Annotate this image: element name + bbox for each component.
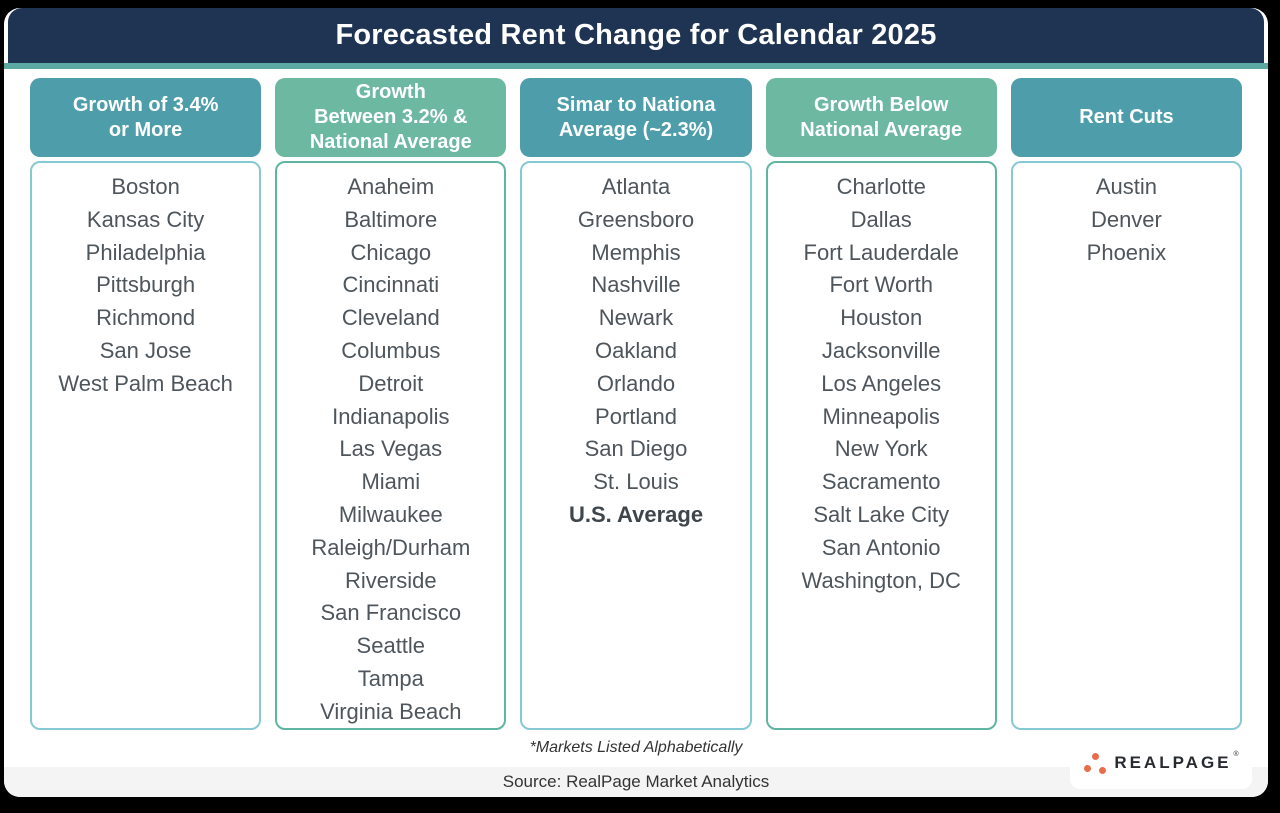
city-item: Cleveland (341, 305, 440, 331)
city-item: Detroit (358, 370, 424, 396)
column-header-label: Growth Between 3.2% & National Average (309, 81, 472, 153)
city-item: Portland (595, 403, 677, 429)
realpage-logo: REALPAGE ® (1070, 737, 1252, 789)
city-item: Virginia Beach (320, 698, 462, 724)
city-item: Jacksonville (821, 337, 941, 363)
city-item: Tampa (357, 665, 424, 691)
city-item: Kansas City (86, 206, 205, 232)
realpage-logo-text: REALPAGE (1114, 753, 1232, 772)
column-header-2: Growth Between 3.2% & National Average (275, 78, 507, 157)
city-item: Austin (1095, 174, 1157, 199)
columns-area: Growth of 3.4% or More Boston Kansas City… (4, 69, 1268, 730)
city-item: Houston (840, 305, 923, 331)
infographic-card: Forecasted Rent Change for Calendar 2025… (4, 8, 1268, 797)
city-item: Cincinnati (342, 272, 440, 298)
city-item: Columbus (341, 337, 441, 363)
column-header-label: Rent Cuts (1079, 106, 1174, 128)
city-item: Washington, DC (801, 567, 961, 593)
city-item: West Palm Beach (58, 370, 233, 396)
category-column: Growth Below National Average Charlotte D… (765, 78, 997, 730)
city-item: Pittsburgh (96, 272, 196, 298)
column-list-4: Charlotte Dallas Fort Lauderdale Fort Worth… (765, 161, 997, 730)
city-item: Los Angeles (821, 370, 942, 396)
city-item: Fort Worth (829, 272, 933, 298)
page-title: Forecasted Rent Change for Calendar 2025 (335, 19, 937, 51)
city-item: Denver (1090, 206, 1162, 232)
city-item: Dallas (850, 206, 912, 232)
title-bar: Forecasted Rent Change for Calendar 2025 (8, 8, 1264, 63)
city-item: Oakland (595, 337, 677, 363)
column-list-2: Anaheim Baltimore Chicago Cincinnati Clevela… (275, 161, 507, 730)
city-item: Riverside (344, 567, 437, 593)
city-item: Boston (111, 174, 180, 199)
city-item: Orlando (596, 370, 676, 396)
city-item: San Diego (584, 436, 688, 462)
city-item: Phoenix (1086, 239, 1167, 265)
city-item: San Jose (99, 337, 192, 363)
city-item: Memphis (591, 239, 681, 265)
source-text: Source: RealPage Market Analytics (502, 772, 770, 791)
footnote: *Markets Listed Alphabetically (529, 739, 743, 756)
category-column: Growth of 3.4% or More Boston Kansas City… (30, 78, 262, 730)
city-item: Atlanta (601, 174, 671, 199)
city-item: Baltimore (344, 206, 438, 232)
column-header-1: Growth of 3.4% or More (30, 78, 262, 157)
city-item: Greensboro (577, 206, 695, 232)
city-item: Fort Lauderdale (803, 239, 959, 265)
city-item: San Antonio (821, 534, 941, 560)
trademark-symbol: ® (1233, 751, 1239, 758)
city-item: Raleigh/Durham (311, 534, 471, 560)
city-item: Sacramento (821, 469, 941, 495)
city-item: St. Louis (593, 469, 679, 495)
city-item: Richmond (96, 305, 196, 331)
city-item: Las Vegas (339, 436, 443, 462)
city-item: Indianapolis (332, 403, 450, 429)
column-header-3: Simar to Nationa Average (~2.3%) (520, 78, 752, 157)
city-item: Charlotte (836, 174, 926, 199)
city-item: Philadelphia (85, 239, 206, 265)
city-item: Milwaukee (338, 501, 443, 527)
column-header-label: Simar to Nationa Average (~2.3%) (556, 93, 716, 141)
category-column: Rent Cuts Austin Denver Phoenix (1010, 78, 1243, 730)
city-item: New York (834, 436, 928, 462)
column-header-5: Rent Cuts (1010, 78, 1243, 157)
city-item: Salt Lake City (813, 501, 950, 527)
realpage-dots-icon (1083, 752, 1107, 774)
city-item: Chicago (350, 239, 432, 265)
column-header-label: Growth of 3.4% or More (72, 93, 219, 141)
column-list-3: Atlanta Greensboro Memphis Nashville Newark O… (520, 161, 752, 730)
city-item: Minneapolis (822, 403, 940, 429)
category-column: Growth Between 3.2% & National Average A… (275, 78, 507, 730)
column-list-5: Austin Denver Phoenix (1010, 161, 1243, 730)
city-item: Miami (361, 469, 421, 495)
column-list-1: Boston Kansas City Philadelphia Pittsburgh R… (30, 161, 262, 730)
column-header-label: Growth Below National Average (800, 93, 963, 141)
source-band: Source: RealPage Market Analytics (4, 767, 1268, 797)
city-item: Seattle (356, 633, 426, 659)
title-underline (4, 63, 1268, 69)
city-item: San Francisco (320, 600, 462, 626)
city-item: Newark (598, 305, 674, 331)
city-item: Anaheim (347, 174, 435, 199)
column-header-4: Growth Below National Average (765, 78, 997, 157)
city-item: U.S. Average (568, 501, 704, 527)
category-column: Simar to Nationa Average (~2.3%) Atlanta… (520, 78, 752, 730)
city-item: Nashville (591, 272, 681, 298)
